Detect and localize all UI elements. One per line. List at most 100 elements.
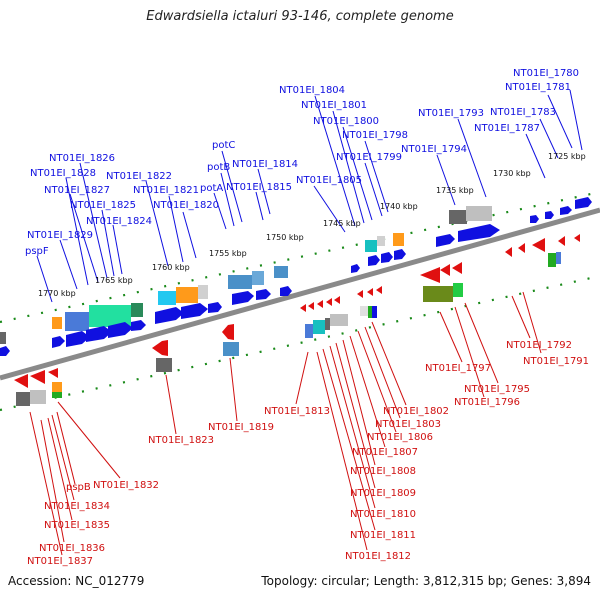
top-leader-lines xyxy=(36,89,583,303)
gene-block xyxy=(131,303,143,317)
scale-tick-label: 1770 kbp xyxy=(38,289,76,298)
gene-block xyxy=(548,253,556,267)
gene-arrow xyxy=(208,302,222,313)
gene-block xyxy=(52,382,62,392)
gene-label: NT01EI_1809 xyxy=(350,488,416,499)
gene-block xyxy=(453,283,463,297)
gene-block xyxy=(52,317,62,329)
scale-tick-label: 1725 kbp xyxy=(548,152,586,161)
gene-arrow xyxy=(381,252,393,263)
gene-label: potB xyxy=(207,162,230,173)
gene-arrow xyxy=(367,288,373,296)
gene-block xyxy=(0,332,6,344)
topology-label: Topology: circular; Length: 3,812,315 bp… xyxy=(261,574,591,588)
gene-block xyxy=(16,392,30,406)
gene-label: NT01EI_1801 xyxy=(301,100,367,111)
gene-block xyxy=(372,306,377,318)
bottom-leader-lines xyxy=(29,291,542,556)
gene-block xyxy=(556,252,561,264)
gene-label: NT01EI_1802 xyxy=(383,406,449,417)
gene-arrow xyxy=(232,291,254,305)
gene-block xyxy=(198,285,208,299)
gene-label: NT01EI_1827 xyxy=(44,185,110,196)
gene-label: NT01EI_1822 xyxy=(106,171,172,182)
gene-label: NT01EI_1807 xyxy=(352,447,418,458)
gene-arrow xyxy=(0,346,10,356)
gene-block xyxy=(360,306,368,316)
map-title: Edwardsiella ictaluri 93-146, complete g… xyxy=(146,9,454,24)
gene-arrow xyxy=(532,238,545,252)
gene-block xyxy=(52,392,62,398)
gene-label: NT01EI_1823 xyxy=(148,435,214,446)
gene-block xyxy=(305,324,313,338)
tracks xyxy=(0,190,600,412)
gene-label: NT01EI_1819 xyxy=(208,422,274,433)
gene-block xyxy=(223,342,239,356)
accession-label: Accession: NC_012779 xyxy=(8,574,145,588)
gene-label: NT01EI_1835 xyxy=(44,520,110,531)
gene-block xyxy=(423,286,453,302)
gene-label: NT01EI_1799 xyxy=(336,152,402,163)
gene-arrow xyxy=(326,298,332,306)
genome-backbone xyxy=(0,207,600,381)
gene-label: NT01EI_1783 xyxy=(490,107,556,118)
gene-label: NT01EI_1793 xyxy=(418,108,484,119)
gene-block xyxy=(30,390,46,404)
scale-tick-label: 1745 kbp xyxy=(323,219,361,228)
bottom-gene-labels: NT01EI_1791 NT01EI_1792 NT01EI_1795 NT01… xyxy=(27,340,589,567)
gene-arrow xyxy=(505,247,512,257)
gene-arrow xyxy=(30,370,45,384)
gene-label: NT01EI_1800 xyxy=(313,116,379,127)
gene-label: NT01EI_1829 xyxy=(27,230,93,241)
gene-block xyxy=(228,275,252,289)
gene-arrow xyxy=(280,286,292,296)
scale-tick-label: 1740 kbp xyxy=(380,202,418,211)
gene-arrow xyxy=(181,303,208,319)
gene-label: NT01EI_1837 xyxy=(27,556,93,567)
gene-arrow xyxy=(560,206,572,215)
gene-label: NT01EI_1780 xyxy=(513,68,579,79)
gene-arrow xyxy=(574,234,580,242)
gene-block xyxy=(365,240,377,252)
gene-label: NT01EI_1813 xyxy=(264,406,330,417)
gene-label: NT01EI_1787 xyxy=(474,123,540,134)
gene-label: pspB xyxy=(66,482,91,493)
gene-label: NT01EI_1781 xyxy=(505,82,571,93)
gene-block xyxy=(158,291,176,305)
gene-arrow xyxy=(357,290,363,298)
gene-block xyxy=(325,318,330,330)
gene-label: NT01EI_1796 xyxy=(454,397,520,408)
gene-label: NT01EI_1836 xyxy=(39,543,105,554)
gene-arrow xyxy=(558,236,565,246)
gene-arrow xyxy=(458,224,500,242)
top-gene-labels: NT01EI_1780 NT01EI_1781 NT01EI_1783 NT01… xyxy=(25,68,579,257)
gene-label: NT01EI_1791 xyxy=(523,356,589,367)
gene-label: NT01EI_1821 xyxy=(133,185,199,196)
gene-block xyxy=(89,305,131,327)
gene-label: NT01EI_1795 xyxy=(464,384,530,395)
gene-block xyxy=(466,206,492,221)
gene-arrow xyxy=(575,197,592,209)
gene-label: NT01EI_1824 xyxy=(86,216,152,227)
scale-tick-label: 1760 kbp xyxy=(152,263,190,272)
scale-tick-label: 1735 kbp xyxy=(436,186,474,195)
gene-label: NT01EI_1798 xyxy=(342,130,408,141)
gene-arrow xyxy=(436,234,455,247)
gene-block xyxy=(449,210,467,224)
gene-label: NT01EI_1832 xyxy=(93,480,159,491)
gene-label: pspF xyxy=(25,246,49,257)
gene-block xyxy=(377,236,385,246)
gene-label: NT01EI_1814 xyxy=(232,159,298,170)
gene-label: NT01EI_1834 xyxy=(44,501,110,512)
reverse-genes xyxy=(14,234,580,406)
gene-block xyxy=(176,287,198,303)
gene-label: NT01EI_1826 xyxy=(49,153,115,164)
gene-arrow xyxy=(518,243,525,253)
gene-label: NT01EI_1792 xyxy=(506,340,572,351)
gene-block xyxy=(156,358,172,372)
gene-arrow xyxy=(440,264,450,276)
gene-block xyxy=(368,306,373,318)
gene-arrow xyxy=(66,331,90,347)
scale-tick-label: 1765 kbp xyxy=(95,276,133,285)
scale-tick-label: 1755 kbp xyxy=(209,249,247,258)
